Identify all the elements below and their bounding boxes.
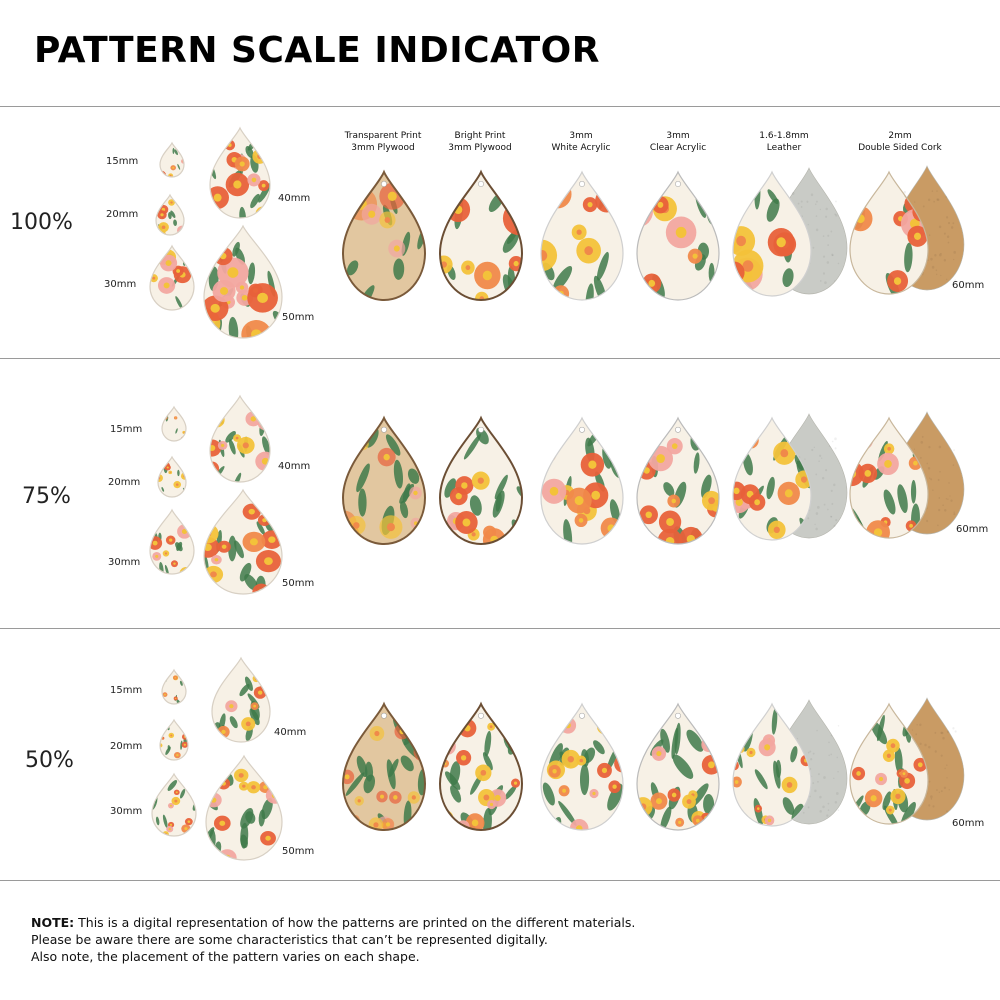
size-swatch-teardrop xyxy=(160,720,188,760)
scale-label-50: 50% xyxy=(25,748,74,773)
leather-front-swatch xyxy=(733,704,811,826)
size-label-60mm: 60mm xyxy=(956,524,989,535)
material-header-line2: 3mm Plywood xyxy=(448,143,512,153)
size-label-30mm: 30mm xyxy=(104,279,137,290)
divider xyxy=(0,106,1000,107)
note-line-1: NOTE: This is a digital representation o… xyxy=(31,914,635,931)
divider xyxy=(0,880,1000,881)
material-header-bright-plywood: Bright Print 3mm Plywood xyxy=(425,130,535,154)
material-header-cork: 2mm Double Sided Cork xyxy=(845,130,955,154)
size-swatch-teardrop xyxy=(152,774,196,836)
material-header-line2: White Acrylic xyxy=(551,143,611,153)
size-swatch-teardrop xyxy=(210,128,270,218)
material-header-transparent-plywood: Transparent Print 3mm Plywood xyxy=(328,130,438,154)
note-line-3: Also note, the placement of the pattern … xyxy=(31,949,420,964)
size-label-50mm: 50mm xyxy=(282,846,315,857)
material-header-line2: Clear Acrylic xyxy=(649,143,707,153)
material-header-clear-acrylic: 3mm Clear Acrylic xyxy=(623,130,733,154)
material-header-line1: 3mm xyxy=(666,131,690,141)
material-header-line2: 3mm Plywood xyxy=(351,143,415,153)
material-header-line2: Double Sided Cork xyxy=(858,143,942,153)
white-acrylic-swatch xyxy=(541,172,623,300)
size-label-40mm: 40mm xyxy=(278,461,311,472)
divider xyxy=(0,628,1000,629)
size-swatch-teardrop xyxy=(210,396,270,482)
size-swatch-teardrop xyxy=(212,658,270,742)
material-header-line2: Leather xyxy=(766,143,802,153)
size-label-20mm: 20mm xyxy=(108,477,141,488)
material-header-line1: 3mm xyxy=(569,131,593,141)
material-header-white-acrylic: 3mm White Acrylic xyxy=(526,130,636,154)
scale-label-100: 100% xyxy=(10,210,73,235)
size-label-60mm: 60mm xyxy=(952,280,985,291)
size-label-30mm: 30mm xyxy=(110,806,143,817)
size-label-50mm: 50mm xyxy=(282,312,315,323)
material-header-line1: 1.6-1.8mm xyxy=(759,131,809,141)
material-header-line1: Transparent Print xyxy=(344,131,422,141)
note-text-1: This is a digital representation of how … xyxy=(74,915,636,930)
bright-plywood-swatch xyxy=(440,704,522,830)
note: NOTE: This is a digital representation o… xyxy=(31,914,635,965)
scale-label-75: 75% xyxy=(22,484,71,509)
bright-plywood-swatch xyxy=(440,418,522,544)
page-title: PATTERN SCALE INDICATOR xyxy=(34,30,601,71)
size-label-20mm: 20mm xyxy=(110,741,143,752)
white-acrylic-swatch xyxy=(541,704,623,830)
divider xyxy=(0,358,1000,359)
size-swatch-teardrop xyxy=(150,246,194,310)
material-header-leather: 1.6-1.8mm Leather xyxy=(729,130,839,154)
size-label-60mm: 60mm xyxy=(952,818,985,829)
material-header-line1: 2mm xyxy=(888,131,912,141)
note-line-2: Please be aware there are some character… xyxy=(31,932,548,947)
cork-front-swatch xyxy=(850,704,928,824)
size-label-40mm: 40mm xyxy=(274,727,307,738)
white-acrylic-swatch xyxy=(541,418,623,544)
cork-front-swatch xyxy=(850,418,928,538)
size-label-30mm: 30mm xyxy=(108,557,141,568)
bright-plywood-swatch xyxy=(440,172,522,300)
size-swatch-teardrop xyxy=(204,490,282,594)
transparent-plywood-swatch xyxy=(343,172,425,300)
clear-acrylic-swatch xyxy=(637,418,719,544)
transparent-plywood-swatch xyxy=(343,418,425,544)
clear-acrylic-swatch xyxy=(637,172,719,300)
size-swatch-teardrop xyxy=(156,195,184,235)
size-label-15mm: 15mm xyxy=(110,424,143,435)
size-swatch-teardrop xyxy=(162,407,186,441)
leather-front-swatch xyxy=(733,172,811,296)
transparent-plywood-swatch xyxy=(343,704,425,830)
size-swatch-teardrop xyxy=(206,756,282,860)
size-label-50mm: 50mm xyxy=(282,578,315,589)
size-label-20mm: 20mm xyxy=(106,209,139,220)
cork-front-swatch xyxy=(850,172,928,294)
size-swatch-teardrop xyxy=(158,457,186,497)
note-label: NOTE: xyxy=(31,915,75,930)
size-swatch-teardrop xyxy=(204,226,282,338)
size-swatch-teardrop xyxy=(150,510,194,574)
size-label-40mm: 40mm xyxy=(278,193,311,204)
size-swatch-teardrop xyxy=(160,143,184,177)
clear-acrylic-swatch xyxy=(637,704,719,830)
size-swatch-teardrop xyxy=(162,670,186,704)
material-header-line1: Bright Print xyxy=(454,131,506,141)
size-label-15mm: 15mm xyxy=(110,685,143,696)
leather-front-swatch xyxy=(733,418,811,540)
size-label-15mm: 15mm xyxy=(106,156,139,167)
